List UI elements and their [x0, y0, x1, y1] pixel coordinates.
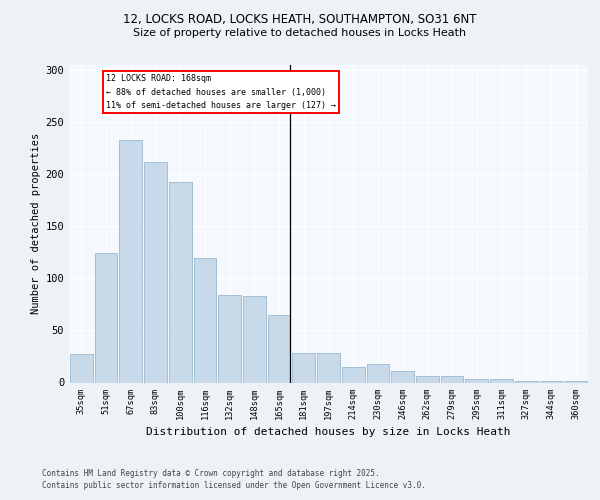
Bar: [416, 376, 439, 382]
Bar: [466, 380, 488, 382]
Bar: [292, 354, 315, 382]
Bar: [218, 295, 241, 382]
Text: Contains HM Land Registry data © Crown copyright and database right 2025.: Contains HM Land Registry data © Crown c…: [42, 469, 380, 478]
Bar: [169, 182, 191, 382]
Bar: [144, 162, 167, 382]
Bar: [119, 140, 142, 382]
Bar: [441, 376, 463, 382]
Bar: [391, 371, 414, 382]
Bar: [95, 254, 118, 382]
Bar: [342, 367, 365, 382]
Bar: [70, 354, 93, 382]
Text: 12, LOCKS ROAD, LOCKS HEATH, SOUTHAMPTON, SO31 6NT: 12, LOCKS ROAD, LOCKS HEATH, SOUTHAMPTON…: [123, 12, 477, 26]
Bar: [194, 258, 216, 382]
Bar: [243, 296, 266, 382]
Text: Contains public sector information licensed under the Open Government Licence v3: Contains public sector information licen…: [42, 480, 426, 490]
X-axis label: Distribution of detached houses by size in Locks Heath: Distribution of detached houses by size …: [146, 427, 511, 437]
Y-axis label: Number of detached properties: Number of detached properties: [31, 133, 41, 314]
Bar: [268, 315, 290, 382]
Text: 12 LOCKS ROAD: 168sqm
← 88% of detached houses are smaller (1,000)
11% of semi-d: 12 LOCKS ROAD: 168sqm ← 88% of detached …: [106, 74, 336, 110]
Bar: [317, 354, 340, 382]
Bar: [367, 364, 389, 382]
Bar: [490, 380, 513, 382]
Text: Size of property relative to detached houses in Locks Heath: Size of property relative to detached ho…: [133, 28, 467, 38]
